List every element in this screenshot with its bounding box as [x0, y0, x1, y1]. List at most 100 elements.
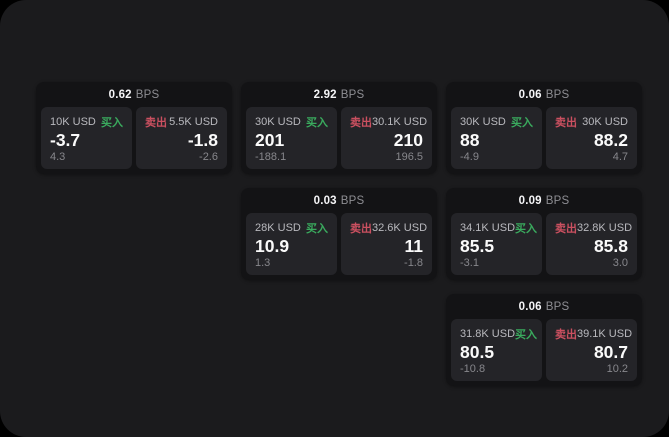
buy-delta: -188.1 [255, 151, 287, 163]
quote-card: 0.62 BPS 10K USD 买入 -3.7 4.3 卖出 5.5K USD… [36, 82, 232, 174]
sell-delta: -2.6 [199, 151, 218, 163]
card-header: 2.92 BPS [241, 82, 437, 107]
bps-value: 0.06 [518, 300, 542, 313]
card-body: 31.8K USD 买入 80.5 -10.8 卖出 39.1K USD 80.… [446, 319, 642, 386]
buy-amount: 30K USD [460, 116, 506, 128]
sell-panel[interactable]: 卖出 30K USD 88.2 4.7 [546, 107, 637, 169]
sell-price: 210 [393, 129, 423, 150]
bps-unit-label: BPS [545, 300, 570, 313]
sell-price: 88.2 [593, 129, 628, 150]
card-header: 0.06 BPS [446, 294, 642, 319]
cards-grid: 0.62 BPS 10K USD 买入 -3.7 4.3 卖出 5.5K USD… [36, 82, 642, 386]
bps-value: 0.09 [518, 194, 542, 207]
buy-price: 85.5 [460, 235, 495, 256]
card-header: 0.62 BPS [36, 82, 232, 107]
buy-panel[interactable]: 34.1K USD 买入 85.5 -3.1 [451, 213, 542, 275]
card-body: 28K USD 买入 10.9 1.3 卖出 32.6K USD 11 -1.8 [241, 213, 437, 280]
buy-amount: 28K USD [255, 222, 301, 234]
quote-card: 0.06 BPS 30K USD 买入 88 -4.9 卖出 30K USD 8… [446, 82, 642, 174]
bps-unit-label: BPS [545, 88, 570, 101]
sell-side-label: 卖出 [350, 117, 372, 129]
buy-delta: -10.8 [460, 363, 486, 375]
buy-price: 10.9 [255, 235, 290, 256]
buy-delta: 1.3 [255, 257, 271, 269]
bps-value: 0.03 [313, 194, 337, 207]
sell-header-row: 卖出 30K USD [555, 114, 628, 130]
buy-side-label: 买入 [306, 117, 328, 129]
buy-amount: 10K USD [50, 116, 96, 128]
sell-panel[interactable]: 卖出 39.1K USD 80.7 10.2 [546, 319, 637, 381]
buy-side-label: 买入 [306, 223, 328, 235]
bps-value: 0.06 [518, 88, 542, 101]
buy-delta: -3.1 [460, 257, 479, 269]
sell-header-row: 卖出 32.8K USD [555, 220, 632, 236]
buy-delta: -4.9 [460, 151, 479, 163]
quote-card: 0.06 BPS 31.8K USD 买入 80.5 -10.8 卖出 39.1… [446, 294, 642, 386]
sell-panel[interactable]: 卖出 32.6K USD 11 -1.8 [341, 213, 432, 275]
sell-amount: 30.1K USD [372, 116, 428, 128]
buy-price: 80.5 [460, 341, 495, 362]
buy-price: -3.7 [50, 129, 81, 150]
buy-panel[interactable]: 30K USD 买入 88 -4.9 [451, 107, 542, 169]
sell-side-label: 卖出 [555, 117, 577, 129]
sell-header-row: 卖出 30.1K USD [350, 114, 427, 130]
sell-price: 80.7 [593, 341, 628, 362]
sell-delta: 4.7 [612, 151, 628, 163]
quote-card: 0.09 BPS 34.1K USD 买入 85.5 -3.1 卖出 32.8K… [446, 188, 642, 280]
buy-header-row: 30K USD 买入 [255, 114, 328, 130]
buy-price: 201 [255, 129, 285, 150]
card-header: 0.06 BPS [446, 82, 642, 107]
buy-amount: 30K USD [255, 116, 301, 128]
buy-header-row: 34.1K USD 买入 [460, 220, 537, 236]
buy-panel[interactable]: 10K USD 买入 -3.7 4.3 [41, 107, 132, 169]
buy-header-row: 10K USD 买入 [50, 114, 123, 130]
sell-side-label: 卖出 [555, 223, 577, 235]
bps-unit-label: BPS [545, 194, 570, 207]
quote-card: 2.92 BPS 30K USD 买入 201 -188.1 卖出 30.1K … [241, 82, 437, 174]
buy-delta: 4.3 [50, 151, 66, 163]
buy-side-label: 买入 [515, 329, 538, 341]
sell-delta: 196.5 [395, 151, 423, 163]
card-header: 0.03 BPS [241, 188, 437, 213]
sell-amount: 32.6K USD [372, 222, 428, 234]
sell-panel[interactable]: 卖出 32.8K USD 85.8 3.0 [546, 213, 637, 275]
sell-amount: 30K USD [582, 116, 628, 128]
sell-side-label: 卖出 [145, 117, 167, 129]
bps-unit-label: BPS [135, 88, 160, 101]
sell-amount: 5.5K USD [169, 116, 218, 128]
card-header: 0.09 BPS [446, 188, 642, 213]
sell-header-row: 卖出 39.1K USD [555, 326, 632, 342]
sell-price: 11 [404, 235, 424, 256]
card-body: 30K USD 买入 201 -188.1 卖出 30.1K USD 210 1… [241, 107, 437, 174]
buy-side-label: 买入 [511, 117, 533, 129]
buy-amount: 31.8K USD [460, 328, 516, 340]
buy-side-label: 买入 [101, 117, 123, 129]
sell-header-row: 卖出 32.6K USD [350, 220, 427, 236]
bps-value: 0.62 [108, 88, 132, 101]
sell-amount: 32.8K USD [577, 222, 633, 234]
bps-value: 2.92 [313, 88, 337, 101]
sell-delta: 3.0 [612, 257, 628, 269]
sell-delta: -1.8 [404, 257, 423, 269]
sell-price: -1.8 [187, 129, 218, 150]
sell-side-label: 卖出 [555, 329, 577, 341]
buy-panel[interactable]: 31.8K USD 买入 80.5 -10.8 [451, 319, 542, 381]
buy-side-label: 买入 [515, 223, 538, 235]
sell-side-label: 卖出 [350, 223, 372, 235]
buy-panel[interactable]: 28K USD 买入 10.9 1.3 [246, 213, 337, 275]
sell-panel[interactable]: 卖出 30.1K USD 210 196.5 [341, 107, 432, 169]
sell-panel[interactable]: 卖出 5.5K USD -1.8 -2.6 [136, 107, 227, 169]
sell-amount: 39.1K USD [577, 328, 633, 340]
card-body: 30K USD 买入 88 -4.9 卖出 30K USD 88.2 4.7 [446, 107, 642, 174]
sell-price: 85.8 [593, 235, 628, 256]
buy-header-row: 30K USD 买入 [460, 114, 533, 130]
buy-header-row: 28K USD 买入 [255, 220, 328, 236]
bps-unit-label: BPS [340, 88, 365, 101]
buy-panel[interactable]: 30K USD 买入 201 -188.1 [246, 107, 337, 169]
quote-card: 0.03 BPS 28K USD 买入 10.9 1.3 卖出 32.6K US… [241, 188, 437, 280]
card-body: 10K USD 买入 -3.7 4.3 卖出 5.5K USD -1.8 -2.… [36, 107, 232, 174]
buy-price: 88 [460, 129, 480, 150]
sell-header-row: 卖出 5.5K USD [145, 114, 218, 130]
buy-amount: 34.1K USD [460, 222, 516, 234]
